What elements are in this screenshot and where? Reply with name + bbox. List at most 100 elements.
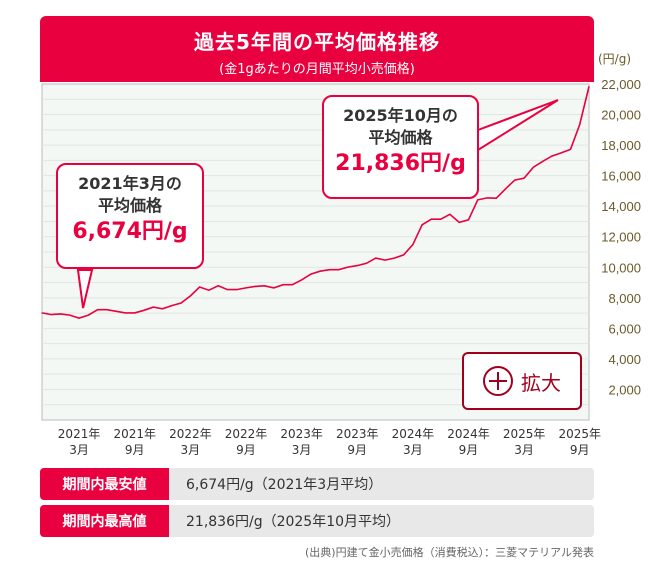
callout-min: 2021年3月の 平均価格 6,674円/g <box>56 163 204 269</box>
data-point <box>384 259 386 261</box>
y-tick-label: 18,000 <box>601 138 641 153</box>
y-tick-label: 4,000 <box>608 352 641 367</box>
data-point <box>356 264 358 267</box>
zoom-button-label: 拡大 <box>521 370 561 395</box>
plus-circle-icon <box>483 366 513 396</box>
data-point <box>542 160 544 163</box>
data-point <box>199 286 201 288</box>
data-point <box>254 285 256 287</box>
data-point <box>59 313 62 315</box>
x-tick-year: 2022年 <box>169 427 212 441</box>
x-tick-month: 9月 <box>570 443 590 457</box>
x-tick-year: 2025年 <box>503 427 546 441</box>
x-tick-month: 3月 <box>69 443 89 457</box>
data-point <box>97 309 99 311</box>
data-point <box>440 218 442 220</box>
x-tick-year: 2021年 <box>113 427 156 441</box>
callout-max-value: 21,836円/g <box>335 151 466 176</box>
data-point <box>217 285 219 287</box>
data-point <box>430 218 432 220</box>
data-point <box>402 254 405 256</box>
zoom-button[interactable]: 拡大 <box>462 352 582 410</box>
x-tick-year: 2024年 <box>447 427 490 441</box>
x-tick-year: 2023年 <box>280 427 323 441</box>
data-point <box>328 269 331 271</box>
data-point <box>208 289 210 291</box>
callout-max: 2025年10月の 平均価格 21,836円/g <box>322 95 479 199</box>
chart-header: 過去5年間の平均価格推移 (金1gあたりの月間平均小売価格) <box>40 16 594 82</box>
data-point <box>50 314 52 316</box>
x-tick-month: 9月 <box>347 443 367 457</box>
x-tick-month: 9月 <box>459 443 479 457</box>
data-point <box>449 213 451 215</box>
y-tick-label: 12,000 <box>601 230 641 245</box>
data-point <box>41 312 43 314</box>
y-axis-unit: (円/g) <box>598 52 632 66</box>
chart-subtitle: (金1gあたりの月間平均小売価格) <box>219 62 415 77</box>
x-tick-year: 2025年 <box>558 427 601 441</box>
max-price-value: 21,836円/g（2025年10月平均） <box>186 514 401 530</box>
callout-min-value: 6,674円/g <box>72 219 188 244</box>
x-tick-month: 3月 <box>181 443 201 457</box>
data-point <box>338 269 340 271</box>
x-tick-year: 2021年 <box>58 427 101 441</box>
data-point <box>514 179 516 181</box>
y-tick-label: 10,000 <box>601 260 641 275</box>
chart-title: 過去5年間の平均価格推移 <box>194 30 440 54</box>
y-tick-label: 14,000 <box>601 199 641 214</box>
data-point <box>495 197 497 199</box>
callout-min-line2: 平均価格 <box>97 196 162 215</box>
data-point <box>310 273 312 275</box>
data-point <box>504 188 507 190</box>
x-tick-month: 3月 <box>403 443 423 457</box>
data-point <box>347 266 349 268</box>
data-point <box>180 302 182 304</box>
data-point <box>143 309 145 311</box>
data-point <box>319 270 321 272</box>
x-tick-month: 9月 <box>125 443 145 457</box>
data-point <box>263 285 266 287</box>
x-tick-year: 2024年 <box>392 427 435 441</box>
data-point <box>393 257 395 259</box>
max-price-row: 期間内最高値 21,836円/g（2025年10月平均） <box>40 505 594 537</box>
data-point <box>236 288 238 291</box>
data-point <box>106 309 108 311</box>
data-point <box>300 279 303 281</box>
max-price-label: 期間内最高値 <box>40 505 169 537</box>
price-line <box>41 86 590 319</box>
data-point <box>532 166 534 168</box>
data-point <box>78 317 80 319</box>
data-point <box>87 314 89 316</box>
data-point <box>152 306 154 308</box>
source-note: (出典)円建て金小売価格（消費税込）：三菱マテリアル発表 <box>305 546 594 559</box>
callout-min-pointer <box>76 269 94 309</box>
data-point <box>588 85 590 88</box>
x-tick-year: 2022年 <box>225 427 268 441</box>
y-tick-label: 2,000 <box>608 382 641 397</box>
data-point <box>282 284 284 286</box>
callout-min-line1: 2021年3月の <box>78 174 182 193</box>
data-point <box>226 288 229 291</box>
data-point <box>551 155 553 157</box>
data-point <box>375 257 377 259</box>
y-tick-label: 8,000 <box>608 291 641 306</box>
x-tick-year: 2023年 <box>336 427 379 441</box>
data-point <box>579 124 581 126</box>
x-tick-month: 3月 <box>514 443 534 457</box>
data-point <box>467 219 470 221</box>
data-point <box>486 197 488 199</box>
callout-max-line1: 2025年10月の <box>343 106 458 125</box>
data-point <box>69 314 71 316</box>
data-point <box>365 262 368 264</box>
data-point <box>560 152 562 154</box>
data-point <box>161 308 164 310</box>
y-tick-label: 20,000 <box>601 108 641 123</box>
x-tick-month: 3月 <box>292 443 312 457</box>
data-point <box>523 177 525 179</box>
data-point <box>412 244 414 246</box>
data-point <box>115 310 117 312</box>
min-price-row: 期間内最安値 6,674円/g（2021年3月平均） <box>40 468 594 500</box>
data-point <box>273 287 275 289</box>
data-point <box>189 295 191 297</box>
data-point <box>245 287 247 289</box>
